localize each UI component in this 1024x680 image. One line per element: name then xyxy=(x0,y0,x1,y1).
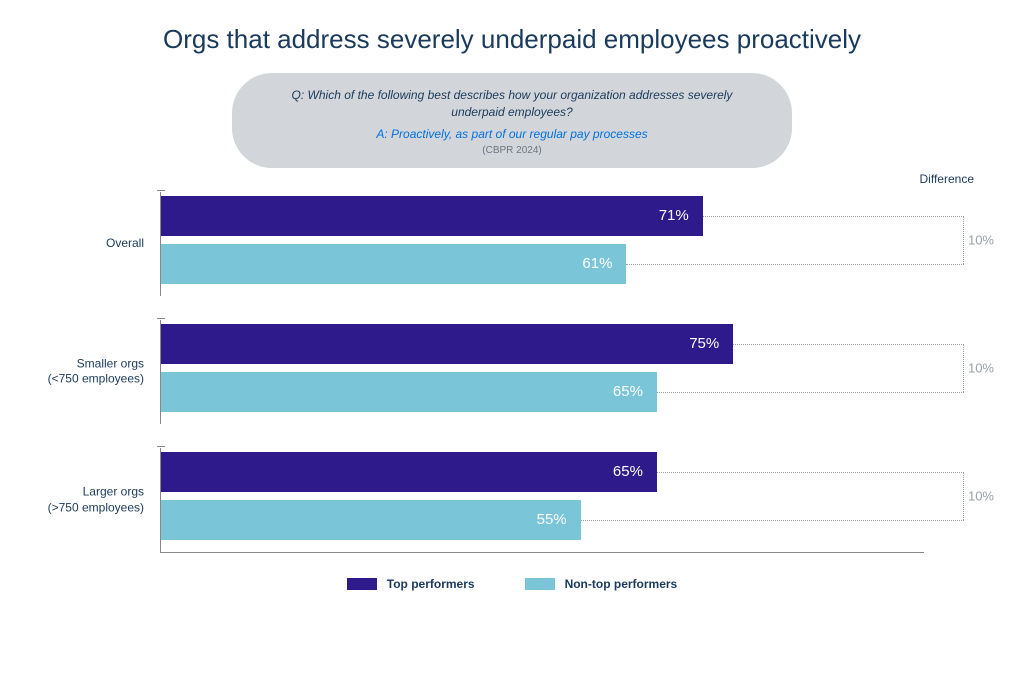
group-label: Smaller orgs(<750 employees) xyxy=(32,356,152,387)
bracket-connector xyxy=(581,520,964,521)
axis-tick xyxy=(157,446,165,447)
bracket-connector xyxy=(657,472,964,473)
bars-wrap: 75%65%10% xyxy=(160,320,924,424)
bar-fill: 65% xyxy=(161,452,657,492)
bar-fill: 75% xyxy=(161,324,733,364)
bars-wrap: 71%61%10% xyxy=(160,192,924,296)
question-text: Q: Which of the following best describes… xyxy=(272,87,752,121)
axis-tick xyxy=(157,190,165,191)
bracket-vertical xyxy=(963,472,964,520)
chart-container: Orgs that address severely underpaid emp… xyxy=(0,0,1024,611)
bar-group: Smaller orgs(<750 employees)75%65%10% xyxy=(160,320,924,424)
bar-fill: 71% xyxy=(161,196,703,236)
legend-item: Non-top performers xyxy=(525,577,678,591)
bracket-connector xyxy=(703,216,964,217)
bar-fill: 55% xyxy=(161,500,581,540)
group-label: Overall xyxy=(32,236,152,252)
bracket-vertical xyxy=(963,344,964,392)
difference-value: 10% xyxy=(968,232,994,247)
bar-group: Larger orgs(>750 employees)65%55%10% xyxy=(160,448,924,553)
legend-swatch xyxy=(525,578,555,590)
bar-group: Overall71%61%10% xyxy=(160,192,924,296)
legend-swatch xyxy=(347,578,377,590)
bar-fill: 65% xyxy=(161,372,657,412)
legend: Top performers Non-top performers xyxy=(40,577,984,591)
bracket-connector xyxy=(733,344,964,345)
bracket-connector xyxy=(657,392,964,393)
question-pill: Q: Which of the following best describes… xyxy=(232,73,792,168)
chart-title: Orgs that address severely underpaid emp… xyxy=(40,24,984,55)
answer-text: A: Proactively, as part of our regular p… xyxy=(272,127,752,141)
difference-value: 10% xyxy=(968,360,994,375)
difference-header: Difference xyxy=(920,172,974,186)
axis-tick xyxy=(157,318,165,319)
legend-label: Top performers xyxy=(387,577,475,591)
legend-item: Top performers xyxy=(347,577,475,591)
bracket-vertical xyxy=(963,216,964,264)
bars-wrap: 65%55%10% xyxy=(160,448,924,553)
chart-zone: Difference Overall71%61%10%Smaller orgs(… xyxy=(160,192,924,553)
group-label: Larger orgs(>750 employees) xyxy=(32,485,152,516)
bar-fill: 61% xyxy=(161,244,626,284)
legend-label: Non-top performers xyxy=(565,577,678,591)
source-text: (CBPR 2024) xyxy=(272,145,752,156)
bracket-connector xyxy=(626,264,964,265)
difference-value: 10% xyxy=(968,488,994,503)
